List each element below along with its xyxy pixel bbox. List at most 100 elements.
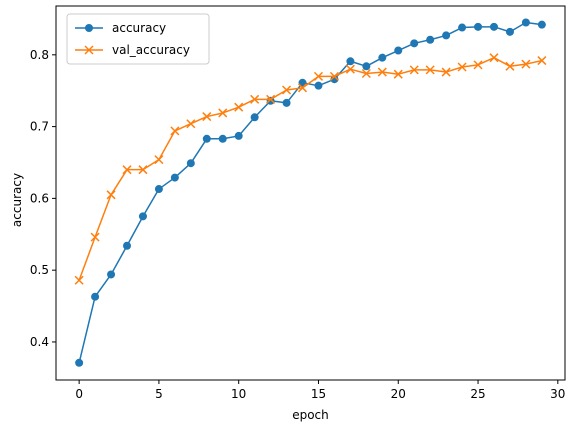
y-tick-label: 0.4 bbox=[30, 335, 49, 349]
legend: accuracy val_accuracy bbox=[66, 13, 210, 65]
marker-x-stroke bbox=[409, 65, 419, 75]
marker-x-stroke bbox=[170, 126, 180, 136]
point-accuracy bbox=[458, 23, 467, 32]
point-val-accuracy bbox=[266, 94, 276, 104]
x-tick-label: 0 bbox=[75, 387, 83, 401]
marker-x-stroke bbox=[329, 71, 339, 81]
marker-x-stroke bbox=[377, 67, 387, 77]
point-val-accuracy bbox=[218, 108, 228, 118]
x-tick-label: 20 bbox=[391, 387, 406, 401]
point-val-accuracy bbox=[122, 165, 132, 175]
marker-x-stroke bbox=[313, 71, 324, 81]
marker-x-stroke bbox=[282, 85, 292, 95]
point-val-accuracy bbox=[186, 119, 196, 129]
legend-marker-circle bbox=[85, 24, 93, 32]
point-val-accuracy bbox=[202, 112, 212, 122]
point-val-accuracy bbox=[409, 65, 419, 75]
point-val-accuracy bbox=[90, 232, 100, 242]
point-accuracy bbox=[107, 270, 116, 279]
legend-label: accuracy bbox=[112, 21, 166, 35]
point-accuracy bbox=[202, 134, 211, 143]
point-accuracy bbox=[505, 27, 514, 36]
point-accuracy bbox=[282, 98, 291, 107]
marker-x-stroke bbox=[74, 275, 84, 285]
marker-x-stroke bbox=[266, 94, 276, 104]
point-val-accuracy bbox=[425, 65, 435, 75]
point-accuracy bbox=[91, 292, 100, 301]
point-val-accuracy bbox=[250, 94, 260, 104]
point-accuracy bbox=[234, 131, 243, 140]
marker-x-stroke bbox=[393, 69, 403, 79]
point-accuracy bbox=[410, 39, 419, 48]
point-accuracy bbox=[346, 57, 355, 66]
marker-x-stroke bbox=[106, 190, 116, 200]
marker-x-stroke bbox=[345, 64, 355, 74]
point-accuracy bbox=[521, 18, 530, 27]
point-val-accuracy bbox=[329, 71, 339, 81]
point-val-accuracy bbox=[489, 53, 499, 63]
marker-x-stroke bbox=[138, 165, 148, 175]
point-val-accuracy bbox=[345, 64, 355, 74]
point-accuracy bbox=[474, 22, 483, 31]
point-accuracy bbox=[426, 35, 435, 44]
legend-box bbox=[66, 13, 210, 65]
marker-x-stroke bbox=[90, 232, 100, 242]
point-val-accuracy bbox=[234, 102, 244, 112]
y-tick-label: 0.7 bbox=[30, 120, 49, 134]
point-val-accuracy bbox=[457, 62, 467, 72]
point-accuracy bbox=[186, 159, 195, 168]
point-val-accuracy bbox=[377, 67, 387, 77]
point-accuracy bbox=[154, 185, 163, 194]
x-axis-title: epoch bbox=[292, 408, 329, 422]
point-val-accuracy bbox=[521, 59, 531, 69]
point-val-accuracy bbox=[393, 69, 403, 79]
point-accuracy bbox=[362, 62, 371, 71]
point-val-accuracy bbox=[106, 190, 116, 200]
point-val-accuracy bbox=[74, 275, 84, 285]
marker-x-stroke bbox=[218, 108, 228, 118]
marker-x-stroke bbox=[186, 119, 196, 129]
x-tick-label: 30 bbox=[550, 387, 565, 401]
point-val-accuracy bbox=[138, 165, 148, 175]
point-val-accuracy bbox=[313, 71, 324, 81]
plot-frame bbox=[55, 5, 566, 381]
point-accuracy bbox=[138, 212, 147, 221]
point-val-accuracy bbox=[473, 60, 483, 70]
point-accuracy bbox=[378, 53, 387, 62]
point-accuracy bbox=[489, 22, 498, 31]
marker-x-stroke bbox=[537, 56, 547, 66]
point-accuracy bbox=[330, 75, 339, 84]
x-tick-label: 10 bbox=[231, 387, 246, 401]
point-val-accuracy bbox=[297, 83, 308, 93]
legend-marker-x bbox=[84, 45, 94, 55]
point-accuracy bbox=[537, 20, 546, 29]
x-tick-label: 25 bbox=[470, 387, 485, 401]
y-tick-label: 0.6 bbox=[30, 191, 49, 205]
point-val-accuracy bbox=[282, 85, 292, 95]
x-tick-label: 15 bbox=[311, 387, 326, 401]
y-tick-label: 0.8 bbox=[30, 48, 49, 62]
marker-x-stroke bbox=[441, 67, 451, 77]
marker-x-stroke bbox=[473, 60, 483, 70]
plot-area bbox=[74, 18, 547, 367]
point-accuracy bbox=[75, 358, 84, 367]
legend-item-accuracy: accuracy bbox=[75, 21, 166, 35]
marker-x-stroke bbox=[457, 62, 467, 72]
point-val-accuracy bbox=[505, 61, 515, 71]
marker-x-stroke bbox=[489, 53, 499, 63]
point-accuracy bbox=[394, 46, 403, 55]
y-tick-label: 0.5 bbox=[30, 263, 49, 277]
marker-x-stroke bbox=[202, 112, 212, 122]
axes: 0 5 10 15 20 25 30 0.4 0.5 0.6 0.7 0.8 bbox=[30, 5, 566, 401]
point-accuracy bbox=[218, 134, 227, 143]
point-accuracy bbox=[170, 173, 179, 182]
marker-x-stroke bbox=[361, 68, 371, 79]
point-accuracy bbox=[442, 31, 451, 40]
marker-x-stroke bbox=[505, 61, 515, 71]
point-accuracy bbox=[123, 241, 132, 250]
point-val-accuracy bbox=[361, 68, 371, 79]
point-val-accuracy bbox=[154, 155, 164, 165]
marker-x-stroke bbox=[521, 59, 531, 69]
marker-x-stroke bbox=[425, 65, 435, 75]
